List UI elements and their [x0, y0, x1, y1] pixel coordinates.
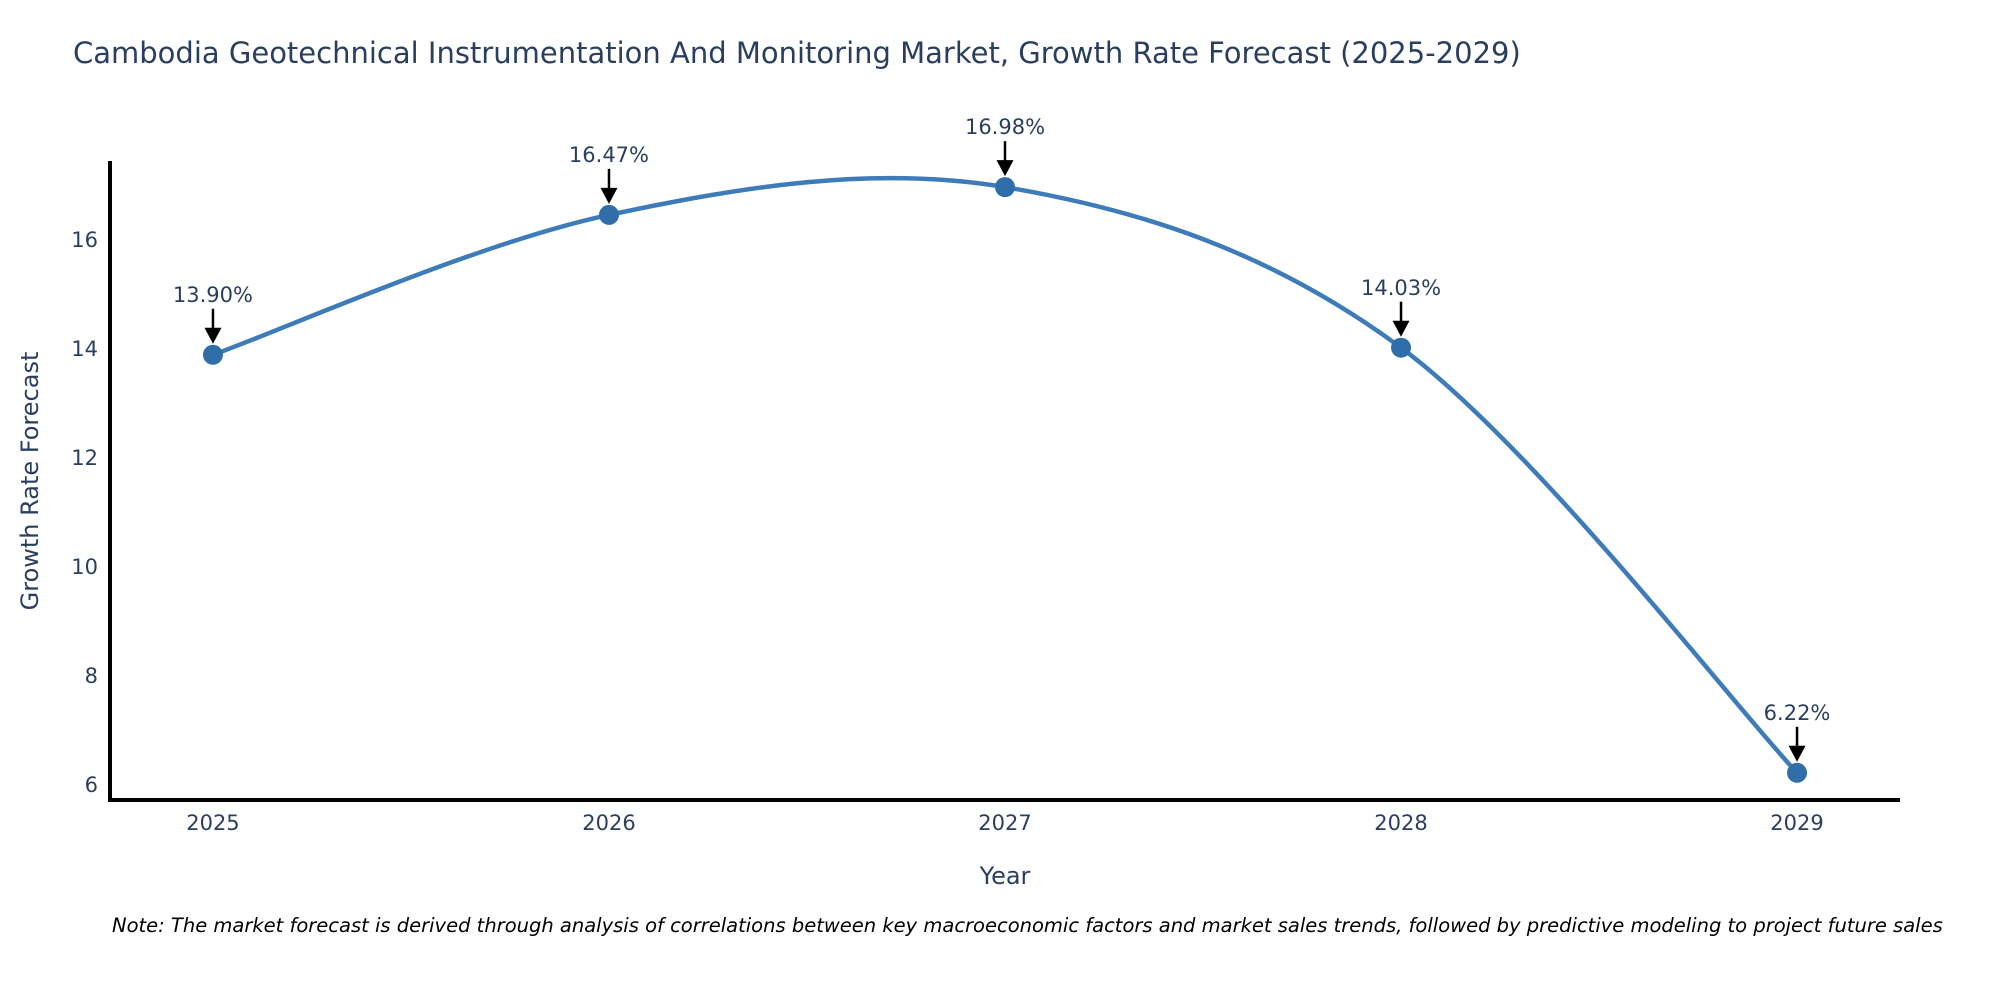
y-tick-label: 10 [71, 555, 98, 580]
annotation-arrow-head [1392, 320, 1410, 337]
y-tick-label: 6 [84, 772, 98, 797]
x-tick-label: 2029 [1770, 811, 1824, 835]
y-tick-label: 14 [71, 337, 98, 362]
data-point-marker [1391, 337, 1412, 358]
annotation-arrow-head [600, 187, 618, 204]
x-tick-label: 2025 [186, 811, 240, 835]
x-tick-label: 2027 [978, 811, 1032, 835]
point-value-label: 16.98% [964, 115, 1046, 140]
data-point-marker [995, 177, 1015, 198]
x-axis-title: Year [979, 862, 1031, 890]
point-value-label: 13.90% [172, 282, 253, 307]
forecast-line [210, 175, 1800, 776]
annotation-arrow-head [1788, 745, 1806, 762]
data-point-marker [598, 204, 619, 225]
x-tick-label: 2026 [582, 811, 636, 835]
annotation-arrow-head [204, 327, 222, 344]
point-value-label: 6.22% [1763, 700, 1831, 725]
data-point-marker [202, 344, 223, 365]
chart-note: Note: The market forecast is derived thr… [112, 914, 1943, 937]
y-tick-label: 8 [84, 663, 98, 688]
data-point-marker [1787, 762, 1808, 783]
x-tick-label: 2028 [1374, 811, 1428, 835]
point-value-label: 14.03% [1360, 275, 1442, 300]
y-tick-label: 12 [71, 446, 98, 471]
annotation-arrow-head [996, 160, 1014, 177]
chart-title: Cambodia Geotechnical Instrumentation An… [73, 36, 1521, 70]
y-tick-label: 16 [71, 228, 98, 253]
point-value-label: 16.47% [568, 142, 649, 167]
